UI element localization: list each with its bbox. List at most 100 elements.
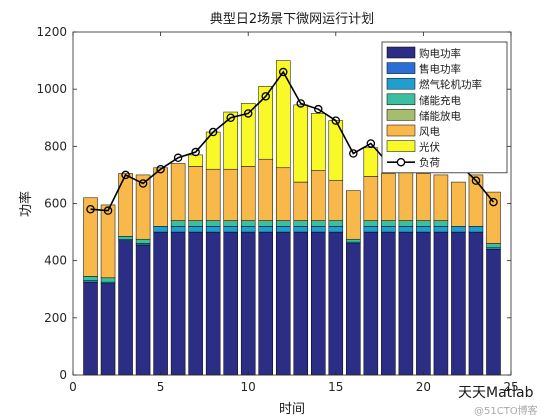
bar-segment-s5-t12 [275, 167, 291, 221]
bar-segment-s0-t11 [258, 231, 273, 376]
load-point-t6 [173, 153, 183, 163]
bar-segment-s6-t14 [311, 113, 326, 171]
x-tick-label-15: 15 [328, 380, 343, 394]
bar-segment-s2-t9 [223, 226, 238, 233]
load-point-t9 [226, 113, 235, 123]
bar-segment-s0-t10 [240, 231, 256, 376]
bar-segment-s0-t19 [398, 231, 414, 376]
legend-swatch-4 [386, 109, 416, 121]
bar-segment-s3-t1 [83, 276, 98, 281]
bar-segment-s2-t13 [293, 226, 309, 233]
bar-segment-s6-t11 [258, 86, 273, 160]
y-tick-label-400: 400 [44, 254, 67, 268]
bar-segment-s0-t4 [135, 244, 151, 376]
bar-segment-s6-t13 [293, 104, 309, 183]
legend-label-3: 储能充电 [419, 94, 461, 107]
bar-segment-s3-t17 [363, 220, 379, 227]
bar-segment-s2-t20 [416, 226, 431, 233]
bar-segment-s5-t15 [328, 180, 344, 221]
bar-segment-s3-t9 [223, 220, 238, 227]
load-point-t12 [278, 67, 288, 77]
bar-segment-s2-t7 [188, 226, 203, 233]
bar-segment-s3-t8 [205, 220, 221, 227]
legend-label-load: 负荷 [419, 156, 440, 169]
load-point-t13 [296, 99, 306, 108]
bar-segment-s5-t3 [118, 173, 133, 237]
bar-segment-s5-t11 [258, 158, 273, 221]
watermark-text: 天天Matlab [458, 385, 534, 401]
bar-segment-s3-t14 [311, 220, 326, 227]
load-point-t3 [121, 170, 130, 180]
bar-segment-s5-t6 [170, 163, 186, 221]
bar-segment-s0-t6 [170, 231, 186, 376]
y-tick-label-0: 0 [59, 368, 67, 382]
bar-segment-s2-t12 [275, 226, 291, 233]
bar-segment-s0-t21 [433, 231, 449, 376]
y-tick-label-800: 800 [44, 139, 67, 153]
load-point-t8 [208, 127, 218, 137]
bar-segment-s5-t9 [223, 168, 238, 221]
bar-segment-s0-t24 [486, 248, 501, 376]
y-tick-label-1200: 1200 [36, 25, 67, 39]
x-tick-label-5: 5 [157, 380, 165, 394]
bar-segment-s5-t1 [83, 197, 98, 277]
bar-segment-s5-t20 [416, 173, 431, 221]
bar-segment-s2-t23 [468, 226, 484, 233]
bar-segment-s0-t17 [363, 231, 379, 376]
bar-segment-s2-t19 [398, 226, 414, 233]
bar-segment-s6-t9 [223, 111, 238, 170]
bar-segment-s3-t2 [100, 277, 116, 283]
y-axis-ticks: 0 200 400 600 800 1000 1200 [36, 25, 511, 382]
load-point-t10 [243, 109, 253, 118]
x-axis-label: 时间 [279, 402, 305, 417]
legend-swatch-1 [386, 62, 416, 74]
load-point-t17 [366, 139, 376, 148]
x-tick-label-0: 0 [69, 380, 77, 394]
bar-segment-s0-t15 [328, 231, 344, 376]
bar-segment-s5-t5 [153, 167, 168, 227]
bar-segment-s3-t19 [398, 220, 414, 227]
legend-label-2: 燃气轮机功率 [419, 78, 482, 91]
chart-title: 典型日2场景下微网运行计划 [210, 12, 374, 27]
bar-segment-s5-t14 [311, 170, 326, 221]
bar-segment-s5-t23 [468, 174, 484, 227]
bar-segment-s3-t24 [486, 243, 501, 249]
load-point-t1 [86, 204, 95, 214]
y-tick-label-600: 600 [44, 197, 67, 211]
bar-segment-s2-t22 [451, 226, 466, 233]
bar-segment-s2-t6 [170, 226, 186, 233]
load-point-t2 [103, 206, 113, 215]
bar-segment-s3-t12 [275, 220, 291, 227]
bar-segment-s3-t11 [258, 220, 273, 227]
bar-segment-s6-t12 [275, 60, 291, 169]
bar-segment-s0-t22 [451, 231, 466, 376]
bar-segment-s0-t13 [293, 231, 309, 376]
bar-segment-s5-t7 [188, 166, 203, 221]
legend-label-1: 售电功率 [419, 63, 461, 76]
bar-segment-s5-t18 [381, 173, 396, 221]
bar-segment-s5-t16 [346, 190, 361, 240]
bar-segment-s6-t10 [240, 103, 256, 167]
load-point-t15 [331, 116, 341, 125]
legend-label-5: 风电 [419, 125, 440, 138]
bar-segment-s5-t10 [240, 166, 256, 221]
bar-segment-s5-t4 [135, 174, 151, 240]
load-point-t16 [349, 149, 358, 158]
bar-segment-s5-t22 [451, 181, 466, 227]
bar-segment-s3-t20 [416, 220, 431, 227]
bar-segment-s0-t16 [346, 243, 361, 376]
bar-segment-s0-t9 [223, 231, 238, 376]
x-tick-label-10: 10 [241, 380, 256, 394]
bar-segment-s2-t10 [240, 226, 256, 233]
bar-segment-s6-t17 [363, 147, 379, 177]
bar-segment-s5-t21 [433, 174, 449, 221]
legend-load-marker [396, 157, 406, 167]
bar-segment-s0-t23 [468, 231, 484, 376]
bar-segment-s2-t8 [205, 226, 221, 233]
bar-segment-s3-t15 [328, 220, 344, 227]
bar-segment-s0-t7 [188, 231, 203, 376]
x-tick-label-20: 20 [416, 380, 431, 394]
legend-label-4: 储能放电 [419, 109, 461, 122]
bar-segment-s3-t4 [135, 238, 151, 244]
